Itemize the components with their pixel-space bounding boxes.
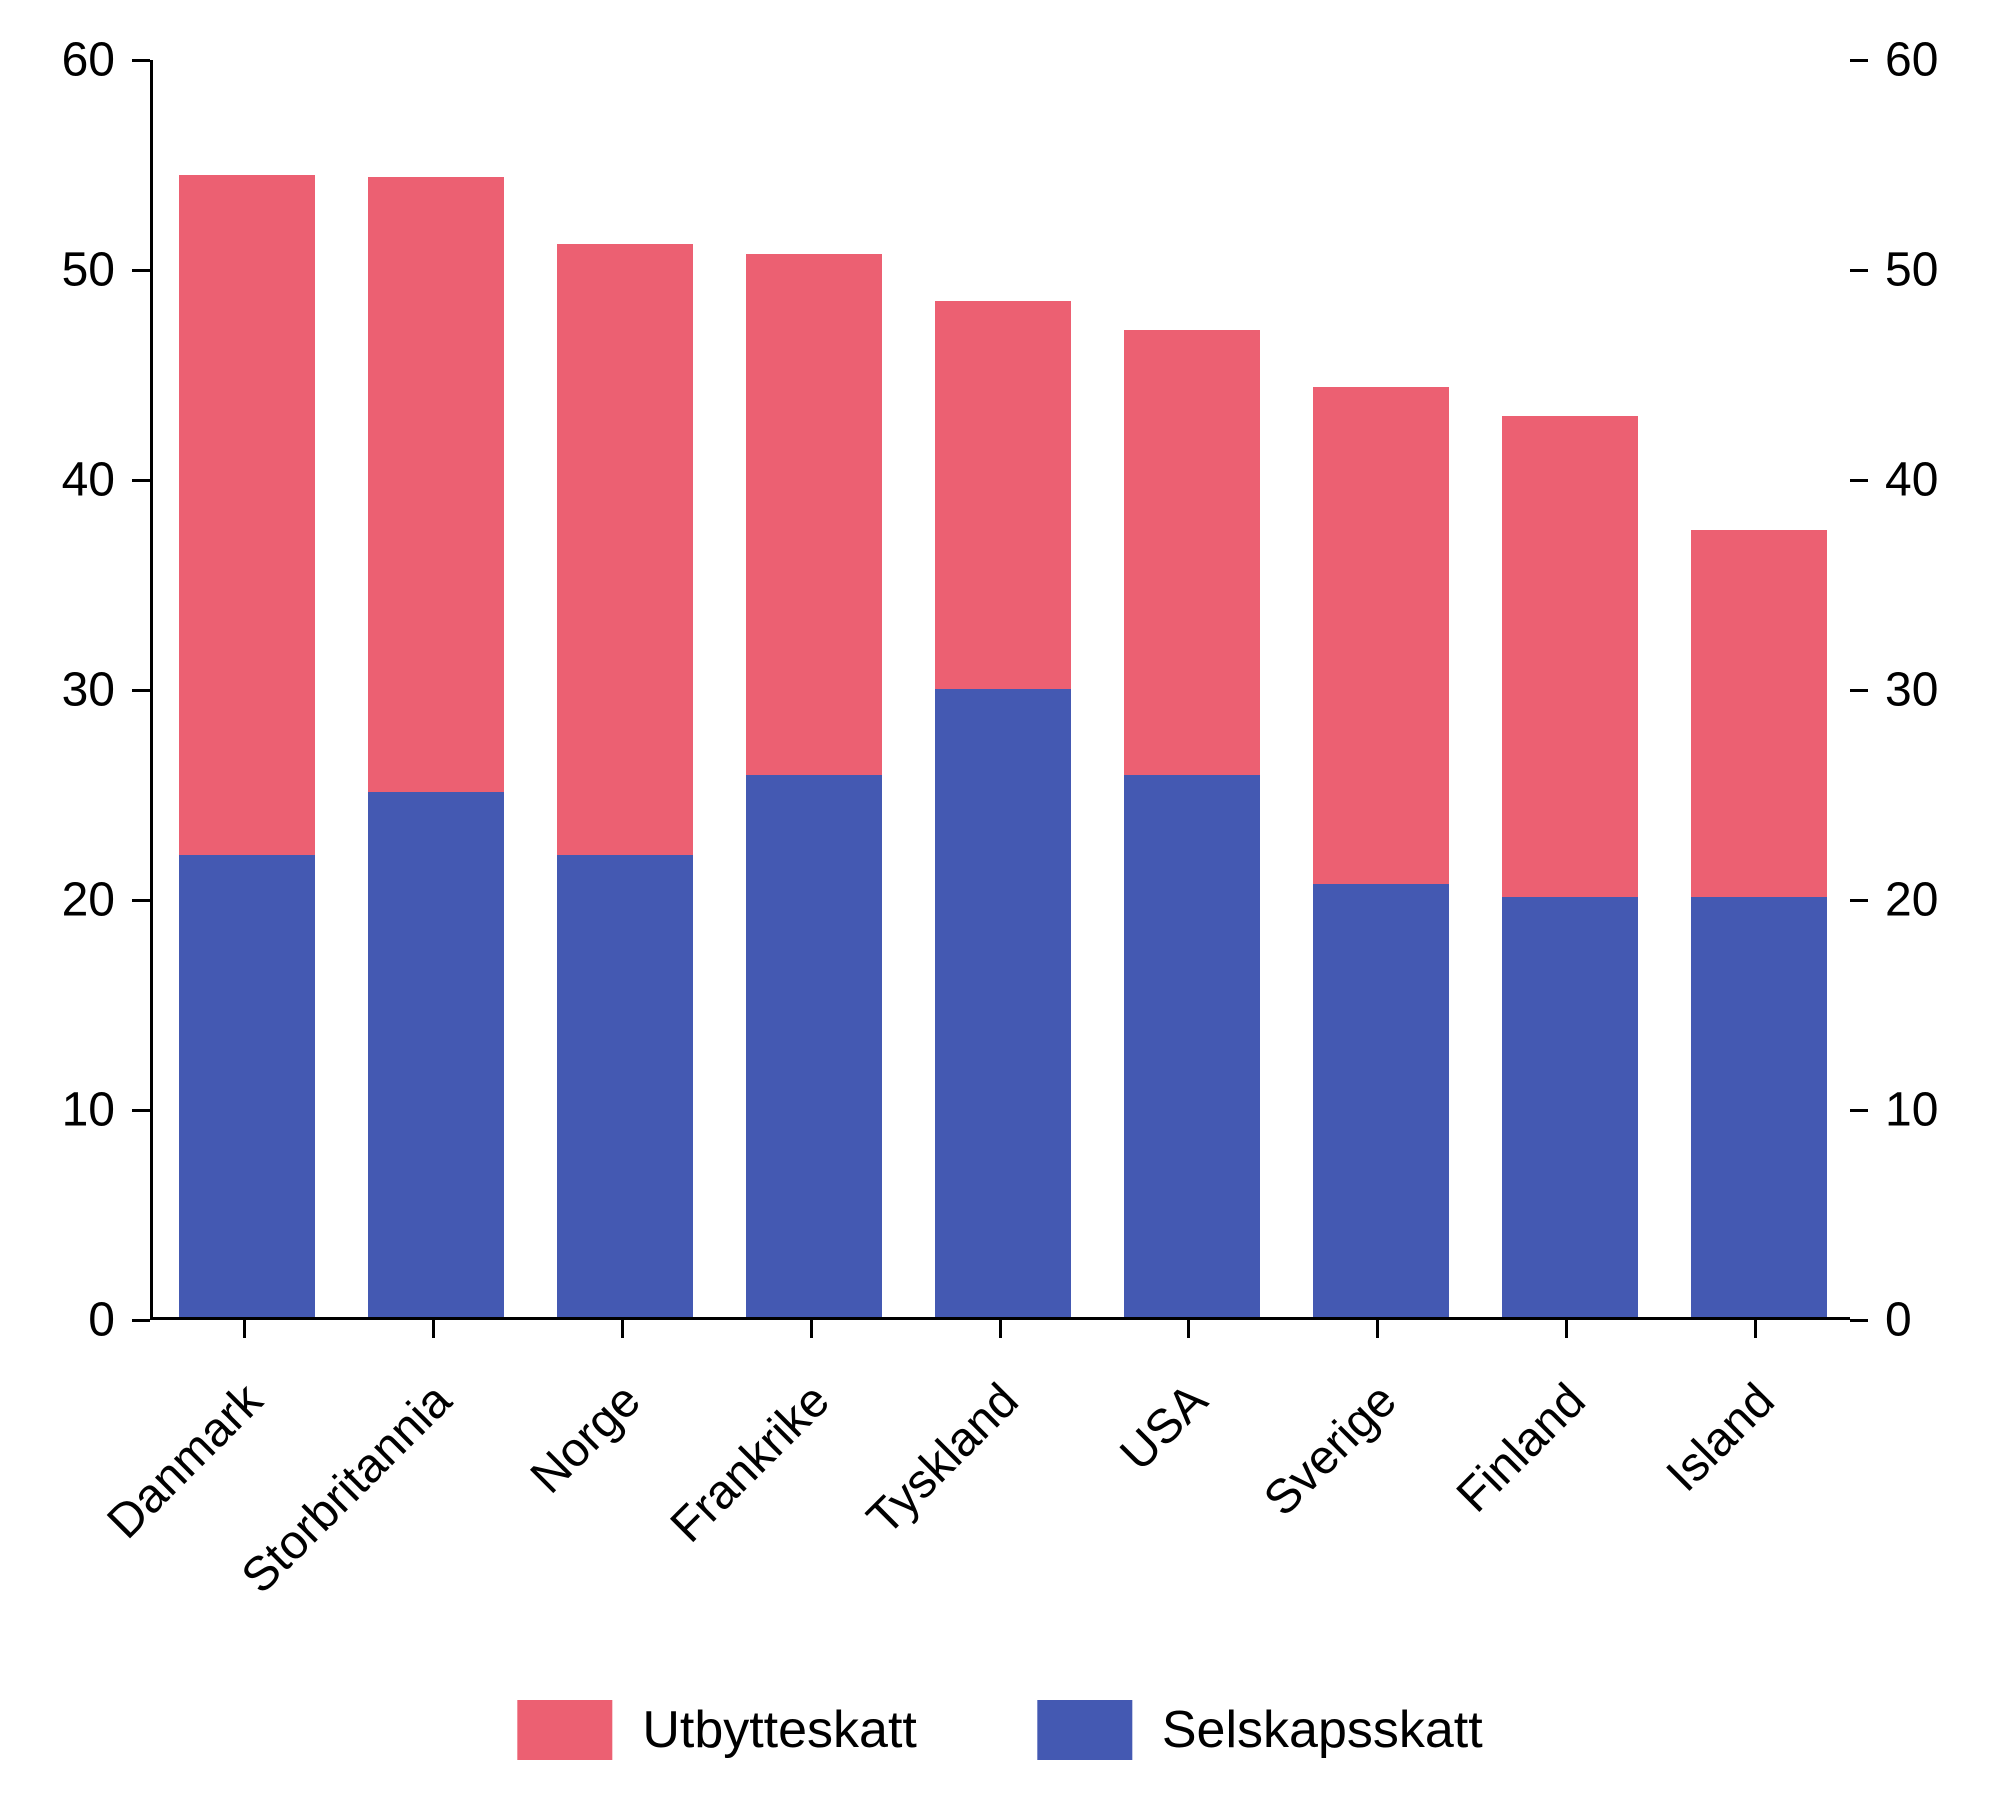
x-tick-mark [432,1320,435,1338]
legend-item: Selskapsskatt [1037,1700,1483,1760]
bar-segment [1313,387,1449,885]
y-tick-right: 50 [1885,243,1938,298]
bar-segment [1691,530,1827,898]
y-tick-mark-left [132,899,150,902]
y-tick-mark-right [1850,479,1868,482]
y-tick-mark-right [1850,269,1868,272]
y-tick-right: 0 [1885,1293,1912,1348]
y-tick-right: 40 [1885,453,1938,508]
legend-swatch [1037,1700,1132,1760]
y-tick-left: 0 [0,1293,115,1348]
y-tick-right: 20 [1885,873,1938,928]
bar-segment [368,177,504,792]
bar-segment [557,855,693,1317]
y-tick-mark-left [132,479,150,482]
bar-segment [746,775,882,1317]
y-tick-mark-left [132,689,150,692]
x-tick-mark [1754,1320,1757,1338]
bar-segment [1124,330,1260,775]
y-tick-mark-right [1850,689,1868,692]
y-tick-mark-left [132,59,150,62]
y-tick-left: 50 [0,243,115,298]
category-label: Danmark [0,1373,274,1695]
bar-segment [179,855,315,1317]
legend-label: Utbytteskatt [642,1700,917,1760]
y-tick-mark-left [132,269,150,272]
y-tick-mark-right [1850,1319,1868,1322]
legend-label: Selskapsskatt [1162,1700,1483,1760]
y-tick-mark-left [132,1319,150,1322]
x-tick-mark [243,1320,246,1338]
bar-segment [179,175,315,855]
bar-segment [1691,897,1827,1317]
plot-area [150,60,1850,1320]
y-tick-left: 20 [0,873,115,928]
y-tick-mark-left [132,1109,150,1112]
x-tick-mark [1565,1320,1568,1338]
y-tick-mark-right [1850,59,1868,62]
bar-segment [935,301,1071,690]
bar-segment [368,792,504,1317]
bar-segment [1502,416,1638,897]
bar-segment [1313,884,1449,1317]
x-tick-mark [999,1320,1002,1338]
legend-item: Utbytteskatt [517,1700,917,1760]
x-tick-mark [1187,1320,1190,1338]
stacked-bar-chart: 00101020203030404050506060DanmarkStorbri… [0,0,2000,1816]
y-tick-left: 30 [0,663,115,718]
y-tick-right: 10 [1885,1083,1938,1138]
y-tick-right: 30 [1885,663,1938,718]
x-tick-mark [810,1320,813,1338]
y-tick-left: 40 [0,453,115,508]
y-tick-mark-right [1850,899,1868,902]
legend: Utbytteskatt Selskapsskatt [517,1700,1482,1760]
y-tick-mark-right [1850,1109,1868,1112]
bar-segment [746,254,882,775]
bar-segment [557,244,693,855]
bar-segment [935,689,1071,1317]
y-tick-left: 60 [0,33,115,88]
x-tick-mark [621,1320,624,1338]
y-tick-right: 60 [1885,33,1938,88]
bar-segment [1124,775,1260,1317]
x-tick-mark [1376,1320,1379,1338]
bar-segment [1502,897,1638,1317]
y-tick-left: 10 [0,1083,115,1138]
legend-swatch [517,1700,612,1760]
